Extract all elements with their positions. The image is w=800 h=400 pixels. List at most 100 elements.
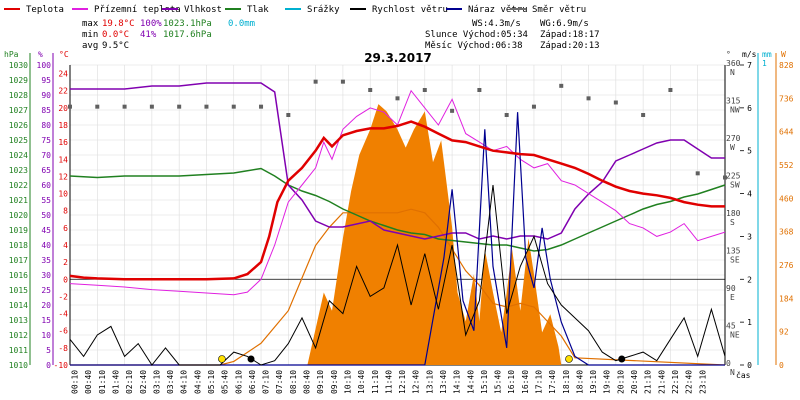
stats-avg-label: avg	[82, 41, 98, 51]
direction-compass-label: N	[730, 368, 735, 377]
x-tick-label: 07:40	[275, 370, 284, 394]
solar-tick-label: 552	[779, 161, 794, 170]
x-tick-label: 10:10	[343, 370, 352, 394]
solar-tick-label: 368	[779, 228, 794, 237]
x-tick-label: 19:40	[603, 370, 612, 394]
humidity-tick-label: 65	[41, 166, 51, 175]
x-tick-label: 19:10	[589, 370, 598, 394]
wind-direction-point	[177, 104, 182, 109]
wind-direction-point	[395, 96, 400, 101]
x-tick-label: 04:40	[193, 370, 202, 394]
wind-direction-point	[286, 113, 291, 117]
ground-temperature-line	[69, 89, 726, 296]
pressure-tick-label: 1023	[9, 166, 28, 175]
x-tick-label: 02:10	[125, 370, 134, 394]
unit-direction: °	[726, 50, 731, 59]
wind-direction-point	[231, 104, 236, 109]
humidity-tick-label: 30	[41, 271, 51, 280]
x-tick-label: 22:10	[671, 370, 680, 394]
direction-compass-label: N	[730, 68, 735, 77]
direction-tick-label: 0	[726, 359, 731, 368]
legend-label: Tlak	[247, 5, 269, 15]
wind-direction-point	[368, 88, 373, 92]
pressure-tick-label: 1011	[9, 346, 28, 355]
x-tick-label: 11:40	[384, 370, 393, 394]
axis-unit-headers: hPa % °C ° m/s mm W čas	[4, 50, 786, 380]
x-tick-label: 09:40	[330, 370, 339, 394]
x-tick-label: 12:40	[412, 370, 421, 394]
x-tick-label: 11:10	[371, 370, 380, 394]
wind-tick-label: 6	[747, 104, 752, 113]
wind-tick-label: 5	[747, 147, 752, 156]
temp-tick-label: 0	[63, 275, 68, 284]
direction-compass-label: SW	[730, 181, 740, 190]
temp-tick-label: 14	[58, 155, 68, 164]
wind-direction-point	[259, 104, 264, 109]
stats-max-pressure: 1023.1hPa	[163, 19, 212, 29]
humidity-tick-label: 45	[41, 226, 51, 235]
temp-tick-label: 20	[58, 104, 68, 113]
pressure-tick-label: 1013	[9, 316, 28, 325]
temp-tick-label: 4	[63, 241, 68, 250]
pressure-tick-label: 1029	[9, 76, 28, 85]
pressure-tick-label: 1014	[9, 301, 28, 310]
direction-tick-label: 360	[726, 59, 741, 68]
x-tick-label: 00:40	[84, 370, 93, 394]
info-moon: Měsíc Východ:06:38	[425, 41, 523, 51]
pressure-tick-label: 1012	[9, 331, 28, 340]
x-tick-label: 16:10	[507, 370, 516, 394]
humidity-tick-label: 100	[37, 61, 52, 70]
wind-direction-point	[641, 113, 646, 117]
legend: Teplota Přízemní teplota Vlhkost Tlak Srážky…	[4, 5, 586, 15]
x-tick-label: 09:10	[316, 370, 325, 394]
wind-direction-point	[422, 88, 427, 92]
stats-max-rain: 0.0mm	[228, 19, 255, 29]
humidity-tick-label: 25	[41, 286, 51, 295]
info-sun: Slunce Východ:05:34	[425, 30, 528, 40]
x-tick-label: 04:10	[180, 370, 189, 394]
pressure-tick-label: 1018	[9, 241, 28, 250]
x-tick-label: 01:40	[111, 370, 120, 394]
pressure-tick-label: 1017	[9, 256, 28, 265]
temp-tick-label: 12	[58, 172, 68, 181]
legend-label: Srážky	[307, 5, 340, 15]
solar-tick-label: 736	[779, 94, 794, 103]
sunrise-marker	[218, 355, 226, 363]
x-tick-label: 18:10	[562, 370, 571, 394]
solar-tick-label: 276	[779, 261, 794, 270]
solar-theoretical-line	[70, 208, 726, 366]
x-tick-label: 17:40	[548, 370, 557, 394]
unit-pressure: hPa	[4, 50, 19, 59]
humidity-tick-label: 10	[41, 331, 51, 340]
wind-tick-label: 7	[747, 61, 752, 70]
x-tick-label: 12:10	[398, 370, 407, 394]
temp-tick-label: 10	[58, 190, 68, 199]
wind-gust-line	[70, 112, 725, 366]
legend-label: Směr větru	[532, 5, 586, 15]
humidity-tick-label: 50	[41, 211, 51, 220]
wind-tick-label: 3	[747, 232, 752, 241]
x-tick-label: 14:40	[466, 370, 475, 394]
solar-tick-label: 92	[779, 328, 789, 337]
info-moon-set: Západ:20:13	[540, 41, 600, 51]
unit-humidity: %	[38, 50, 43, 59]
humidity-tick-label: 80	[41, 121, 51, 130]
axes: 1030102910281027102610251024102310221021…	[9, 53, 794, 394]
temp-tick-label: -10	[54, 361, 69, 370]
pressure-tick-label: 1021	[9, 196, 28, 205]
x-tick-label: 16:40	[521, 370, 530, 394]
legend-label: Rychlost větru	[372, 5, 448, 15]
stats-min-label: min	[82, 30, 98, 40]
x-tick-label: 01:10	[98, 370, 107, 394]
humidity-tick-label: 75	[41, 136, 51, 145]
wind-direction-point	[313, 79, 318, 84]
wind-direction-point	[695, 171, 700, 176]
x-tick-label: 03:40	[166, 370, 175, 394]
x-tick-label: 10:40	[357, 370, 366, 394]
x-tick-label: 14:10	[453, 370, 462, 394]
x-tick-label: 20:10	[616, 370, 625, 394]
direction-compass-label: S	[730, 218, 735, 227]
x-tick-label: 06:10	[234, 370, 243, 394]
humidity-line	[70, 82, 725, 240]
